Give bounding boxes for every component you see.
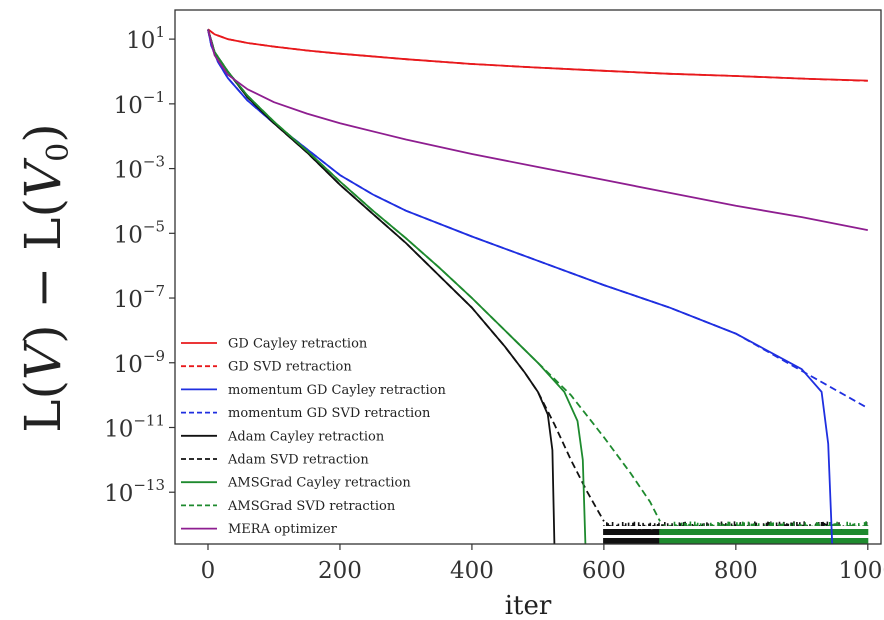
y-label-part-4: − bbox=[14, 251, 72, 325]
legend-label: momentum GD Cayley retraction bbox=[228, 383, 446, 398]
y-tick-label: 10−1 bbox=[114, 88, 165, 119]
x-axis-label: iter bbox=[505, 591, 552, 620]
y-axis-label: L(V) − L(V0) bbox=[14, 123, 76, 432]
y-tick-label: 10−5 bbox=[114, 217, 165, 248]
x-tick-label: 800 bbox=[714, 558, 758, 584]
x-tick-label: 400 bbox=[450, 558, 494, 584]
legend-label: MERA optimizer bbox=[228, 522, 338, 537]
y-tick-label: 10−11 bbox=[104, 411, 165, 442]
x-tick-label: 0 bbox=[201, 558, 216, 584]
y-tick-label: 101 bbox=[126, 23, 165, 54]
y-label-part-8: ) bbox=[14, 123, 72, 143]
y-tick-label: 10−13 bbox=[104, 476, 165, 507]
y-label-part-5: L( bbox=[14, 198, 72, 251]
x-tick-label: 200 bbox=[318, 558, 362, 584]
y-label-part-6: V bbox=[14, 157, 72, 198]
series-line-9 bbox=[207, 29, 868, 231]
x-tick-label: 1000 bbox=[839, 558, 884, 584]
plot-frame bbox=[174, 9, 882, 545]
series-line-2 bbox=[207, 28, 868, 82]
noise-floor-layer bbox=[603, 521, 869, 544]
y-label-part-1: L( bbox=[14, 380, 72, 433]
y-axis: 101 10−1 10−3 10−5 10−7 10−9 10−11 10−13 bbox=[104, 23, 175, 507]
legend-label: AMSGrad Cayley retraction bbox=[227, 476, 411, 491]
noise-band bbox=[659, 521, 869, 544]
legend-label: momentum GD SVD retraction bbox=[228, 406, 431, 421]
y-tick-label: 10−3 bbox=[114, 153, 165, 184]
series-line-6 bbox=[207, 29, 605, 522]
legend-label: Adam Cayley retraction bbox=[227, 429, 385, 444]
legend: GD Cayley retraction GD SVD retraction mom… bbox=[181, 337, 446, 537]
legend-label: Adam SVD retraction bbox=[227, 453, 369, 468]
series-line-4 bbox=[207, 29, 869, 409]
x-tick-label: 600 bbox=[582, 558, 626, 584]
legend-label: AMSGrad SVD retraction bbox=[227, 499, 396, 514]
y-tick-label: 10−7 bbox=[114, 282, 165, 313]
y-label-part-2: V bbox=[14, 339, 72, 380]
legend-label: GD Cayley retraction bbox=[228, 337, 368, 352]
series-layer bbox=[207, 28, 869, 544]
svg-text:L(V) − L(V0): L(V) − L(V0) bbox=[14, 123, 76, 432]
series-line-8 bbox=[207, 29, 661, 522]
legend-label: GD SVD retraction bbox=[228, 360, 352, 375]
y-label-part-3: ) bbox=[14, 324, 72, 344]
y-tick-label: 10−9 bbox=[114, 347, 165, 378]
y-label-part-7: 0 bbox=[41, 143, 76, 162]
series-line-1 bbox=[207, 28, 868, 82]
x-axis: 0 200 400 600 800 1000 bbox=[201, 544, 884, 584]
